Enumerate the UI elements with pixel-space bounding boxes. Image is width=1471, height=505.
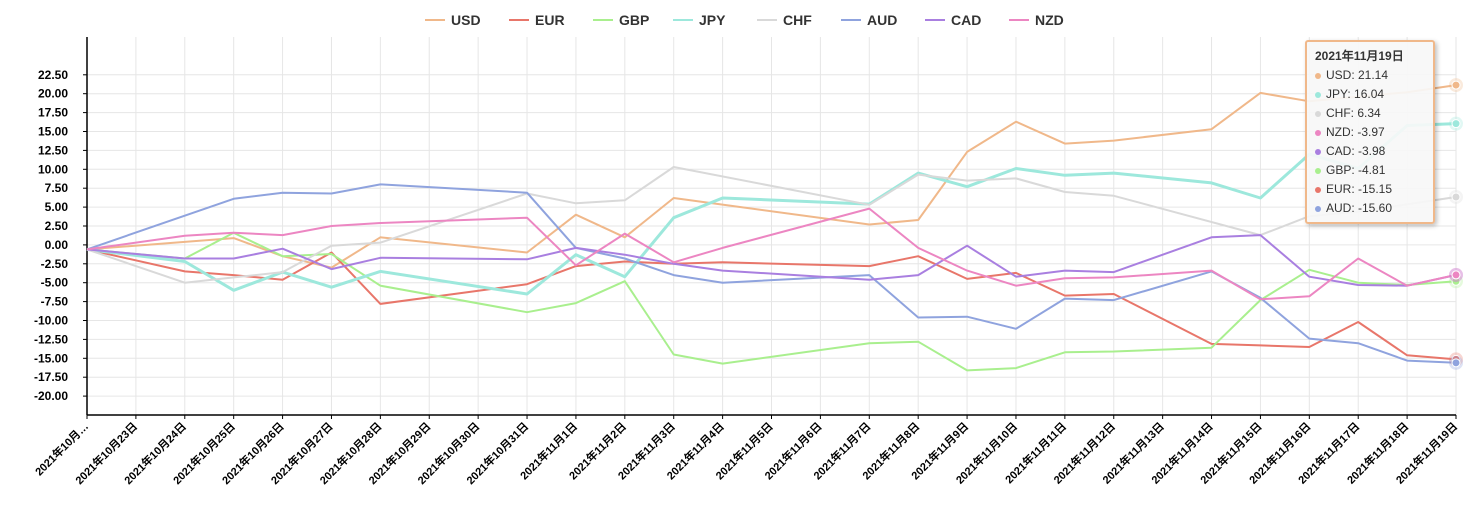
tooltip-dot-icon [1315, 167, 1321, 174]
tooltip-row: AUD: -15.60 [1315, 199, 1425, 218]
legend-label: GBP [619, 12, 649, 28]
tooltip-row: CHF: 6.34 [1315, 104, 1425, 123]
tooltip-dot-icon [1315, 72, 1321, 79]
legend-label: AUD [867, 12, 897, 28]
legend-label: NZD [1035, 12, 1064, 28]
series-line-cad[interactable] [86, 234, 1457, 287]
legend-label: JPY [699, 12, 726, 28]
y-axis-ticks: 22.50 20.00 17.50 15.00 12.50 10.00 7.50 5.00 2.… [34, 68, 87, 403]
y-tick-label: -7.50 [41, 295, 69, 309]
tooltip-row: GBP: -4.81 [1315, 161, 1425, 180]
y-tick-label: -15.00 [34, 351, 68, 365]
legend-item-gbp[interactable]: GBP [593, 12, 649, 28]
y-tick-label: 22.50 [38, 68, 68, 82]
tooltip-row-text: CHF: 6.34 [1326, 106, 1381, 120]
tooltip-title: 2021年11月19日 [1315, 49, 1404, 63]
y-tick-label: -5.00 [41, 276, 69, 290]
y-tick-label: 10.00 [38, 162, 68, 176]
legend-item-usd[interactable]: USD [425, 12, 481, 28]
series-line-aud[interactable] [86, 183, 1457, 364]
legend-label: CAD [951, 12, 981, 28]
grid [86, 37, 1457, 415]
series-end-point-chf[interactable] [1451, 192, 1461, 202]
series-end-point-nzd[interactable] [1451, 270, 1461, 280]
y-tick-label: -17.50 [34, 370, 68, 384]
tooltip-rows: USD: 21.14 JPY: 16.04 CHF: 6.34 NZD: -3.97 C… [1315, 66, 1425, 218]
series-end-point-usd[interactable] [1451, 80, 1461, 90]
y-tick-label: -20.00 [34, 389, 68, 403]
legend-item-jpy[interactable]: JPY [673, 12, 726, 28]
legend-item-nzd[interactable]: NZD [1009, 12, 1064, 28]
y-tick-label: 20.00 [38, 87, 68, 101]
legend-item-chf[interactable]: CHF [757, 12, 812, 28]
series-line-chf[interactable] [86, 166, 1457, 284]
tooltip-dot-icon [1315, 186, 1321, 193]
y-tick-label: 0.00 [45, 238, 69, 252]
y-tick-label: -12.50 [34, 332, 68, 346]
y-tick-label: 7.50 [45, 181, 69, 195]
series-end-point-jpy[interactable] [1451, 119, 1461, 129]
tooltip-row-text: EUR: -15.15 [1326, 182, 1393, 196]
legend-item-aud[interactable]: AUD [841, 12, 897, 28]
tooltip-row-text: GBP: -4.81 [1326, 163, 1386, 177]
hover-tooltip: 2021年11月19日 USD: 21.14 JPY: 16.04 CHF: 6.3… [1305, 40, 1435, 224]
legend-label: EUR [535, 12, 565, 28]
x-axis-ticks: 2021年10月…2021年10月23日2021年10月24日2021年10月2… [32, 415, 1460, 487]
tooltip-row-text: NZD: -3.97 [1326, 125, 1385, 139]
series-line-usd[interactable] [86, 84, 1457, 269]
tooltip-dot-icon [1315, 129, 1321, 136]
tooltip-dot-icon [1315, 148, 1321, 155]
legend-item-eur[interactable]: EUR [509, 12, 565, 28]
tooltip-dot-icon [1315, 91, 1321, 98]
series-end-point-aud[interactable] [1451, 358, 1461, 368]
y-tick-label: 12.50 [38, 143, 68, 157]
tooltip-row: EUR: -15.15 [1315, 180, 1425, 199]
legend-item-cad[interactable]: CAD [925, 12, 981, 28]
y-tick-label: 15.00 [38, 125, 68, 139]
y-tick-label: 17.50 [38, 106, 68, 120]
y-tick-label: -2.50 [41, 257, 69, 271]
y-tick-label: 2.50 [45, 219, 69, 233]
tooltip-row: CAD: -3.98 [1315, 142, 1425, 161]
tooltip-row: JPY: 16.04 [1315, 85, 1425, 104]
legend-label: CHF [783, 12, 812, 28]
tooltip-row: USD: 21.14 [1315, 66, 1425, 85]
tooltip-dot-icon [1315, 205, 1321, 212]
tooltip-dot-icon [1315, 110, 1321, 117]
series-lines [86, 84, 1457, 372]
y-tick-label: 5.00 [45, 200, 69, 214]
tooltip-row: NZD: -3.97 [1315, 123, 1425, 142]
legend: USD EUR GBP JPY CHF AUD CAD NZD [425, 12, 1064, 28]
legend-label: USD [451, 12, 481, 28]
y-tick-label: -10.00 [34, 314, 68, 328]
tooltip-row-text: JPY: 16.04 [1326, 87, 1385, 101]
tooltip-row-text: USD: 21.14 [1326, 68, 1389, 82]
series-line-nzd[interactable] [86, 207, 1457, 301]
tooltip-row-text: AUD: -15.60 [1326, 201, 1393, 215]
tooltip-row-text: CAD: -3.98 [1326, 144, 1386, 158]
series-end-markers [1449, 78, 1463, 370]
